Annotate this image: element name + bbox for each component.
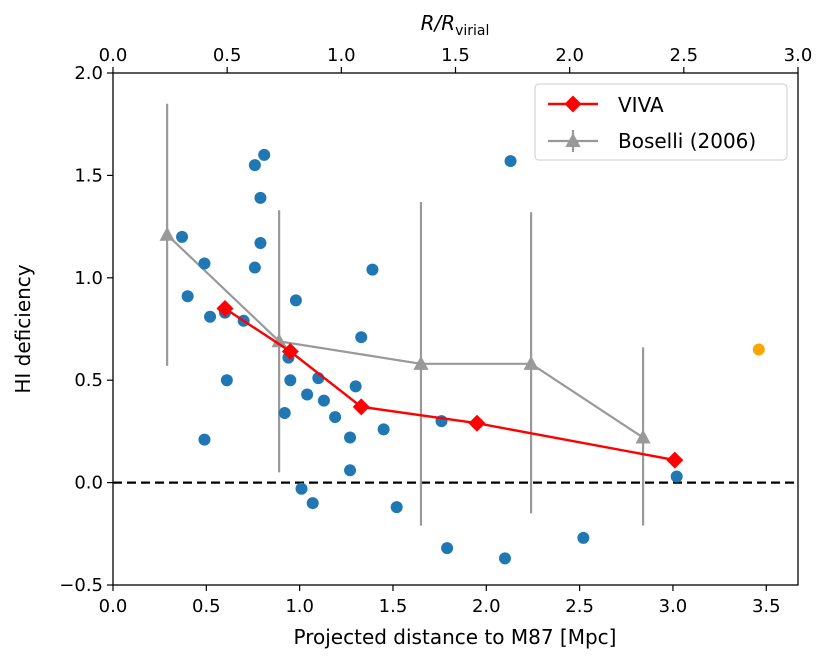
galaxy-point [670, 470, 683, 483]
galaxy-point [198, 257, 211, 270]
x-tick-label: 3.0 [659, 596, 688, 617]
legend-entry-boselli [548, 130, 598, 152]
galaxy-point [204, 310, 217, 323]
legend-marker-boselli [565, 133, 581, 147]
y-tick-label: 0.0 [74, 473, 103, 494]
top-x-tick-label: 2.5 [670, 45, 699, 66]
boselli-marker [413, 355, 429, 370]
x-axis-label: Projected distance to M87 [Mpc] [294, 625, 617, 649]
boselli-line [166, 233, 644, 439]
legend-label-boselli: Boselli (2006) [618, 129, 756, 153]
galaxy-point [306, 497, 319, 510]
galaxy-point [301, 388, 314, 401]
galaxy-point [176, 230, 189, 243]
top-x-tick-label: 1.0 [327, 45, 356, 66]
x-tick-label: 0.0 [99, 596, 128, 617]
galaxy-point [441, 542, 454, 555]
legend-entry-viva [548, 95, 598, 113]
galaxy-point [295, 482, 308, 495]
boselli-marker [159, 226, 175, 241]
galaxy-point [289, 294, 302, 307]
top-x-tick-label: 0.5 [213, 45, 242, 66]
y-tick-label: −0.5 [59, 575, 103, 596]
galaxy-point [504, 155, 517, 168]
legend-label-viva: VIVA [618, 93, 664, 117]
top-x-tick-label: 1.5 [441, 45, 470, 66]
x-tick-label: 2.5 [565, 596, 594, 617]
galaxy-point [248, 261, 261, 274]
galaxy-point [254, 236, 267, 249]
galaxy-point [284, 374, 297, 387]
viva-marker [352, 398, 370, 416]
series-layer [159, 103, 651, 526]
top-x-tick-label: 0.0 [99, 45, 128, 66]
x-tick-label: 1.0 [285, 596, 314, 617]
top-x-tick-label: 2.0 [555, 45, 584, 66]
galaxy-point [317, 394, 330, 407]
viva-marker [216, 300, 234, 318]
galaxy-point [220, 374, 233, 387]
axes-layer: 0.0 0.5 1.0 1.5 2.0 2.5 3.0 3.5 0.0 0.5 1.0 1.5 2.0 2… [59, 45, 812, 617]
legend: VIVA Boselli (2006) [534, 83, 788, 161]
y-tick-label: 1.0 [74, 268, 103, 289]
galaxy-point [390, 501, 403, 514]
galaxy-point [329, 411, 342, 424]
galaxy-point [198, 433, 211, 446]
galaxy-point [344, 464, 357, 477]
galaxy-point [366, 263, 379, 276]
y-tick-label: 2.0 [74, 63, 103, 84]
viva-marker [281, 343, 299, 361]
x-tick-label: 0.5 [192, 596, 221, 617]
galaxy-point [498, 552, 511, 565]
outlier-point [752, 343, 765, 356]
x-tick-label: 3.5 [752, 596, 781, 617]
x-tick-label: 1.5 [379, 596, 408, 617]
boselli-marker [635, 429, 651, 444]
viva-marker [666, 451, 684, 469]
galaxy-point [344, 431, 357, 444]
boselli-marker [271, 333, 287, 348]
top-x-axis-label-main: R/R [421, 11, 456, 35]
galaxy-point [258, 148, 271, 161]
galaxy-point [181, 290, 194, 303]
top-x-tick-label: 3.0 [784, 45, 813, 66]
galaxy-point [349, 380, 362, 393]
y-tick-label: 1.5 [74, 165, 103, 186]
top-x-axis-label: R/Rvirial [421, 11, 490, 39]
top-x-axis-label-sub: virial [455, 23, 489, 39]
galaxy-point [577, 531, 590, 544]
galaxy-point [248, 159, 261, 172]
galaxy-point [355, 331, 368, 344]
y-tick-label: 0.5 [74, 370, 103, 391]
legend-marker-viva [564, 95, 582, 113]
galaxy-point [254, 191, 267, 204]
boselli-marker [523, 355, 539, 370]
viva-marker [468, 414, 486, 432]
galaxy-point [278, 406, 291, 419]
y-axis-label: HI deficiency [11, 264, 35, 393]
scatter-layer [176, 148, 765, 565]
galaxy-point [377, 423, 390, 436]
x-tick-label: 2.0 [472, 596, 501, 617]
